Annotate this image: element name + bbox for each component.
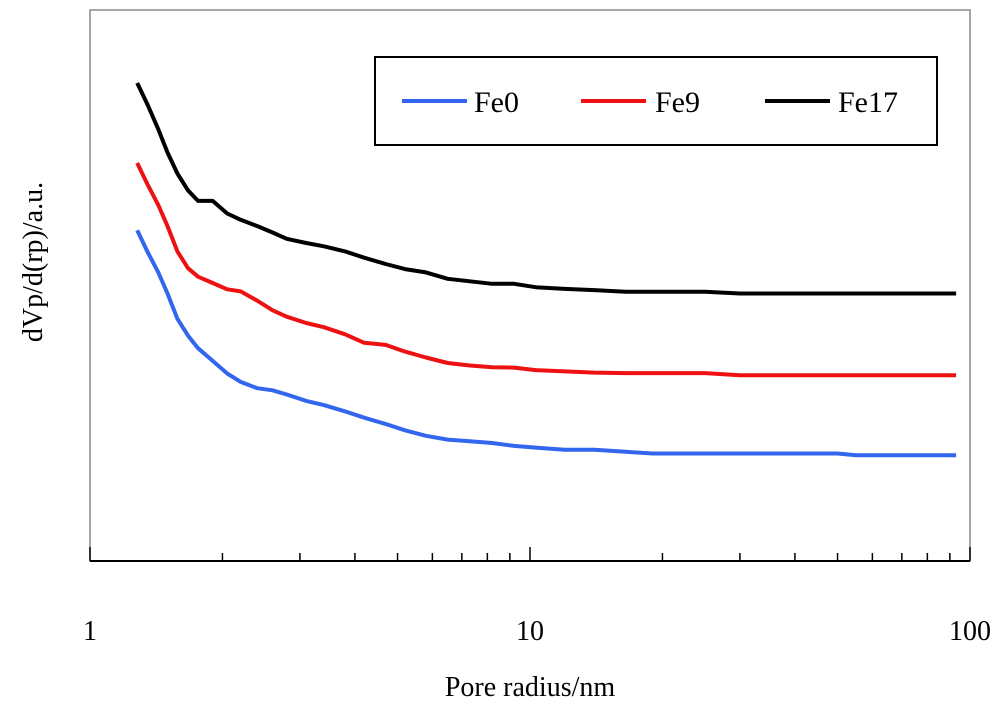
x-tick-label: 1 bbox=[83, 616, 97, 647]
series-line-fe17 bbox=[135, 82, 957, 296]
x-tick-label: 10 bbox=[516, 616, 544, 647]
x-axis: 1 10 100 bbox=[83, 547, 991, 647]
series-line-fe0 bbox=[135, 229, 957, 458]
legend: Fe0 Fe9 Fe17 bbox=[374, 56, 938, 146]
x-axis-title: Pore radius/nm bbox=[445, 672, 616, 703]
legend-label-fe0: Fe0 bbox=[474, 86, 519, 119]
series-line-fe9 bbox=[135, 162, 957, 378]
legend-box bbox=[374, 56, 938, 146]
y-axis-title: dVp/d(rp)/a.u. bbox=[18, 182, 49, 342]
x-tick-label: 100 bbox=[949, 616, 991, 647]
legend-label-fe17: Fe17 bbox=[838, 86, 898, 119]
series-group bbox=[135, 82, 957, 458]
legend-label-fe9: Fe9 bbox=[655, 86, 700, 119]
